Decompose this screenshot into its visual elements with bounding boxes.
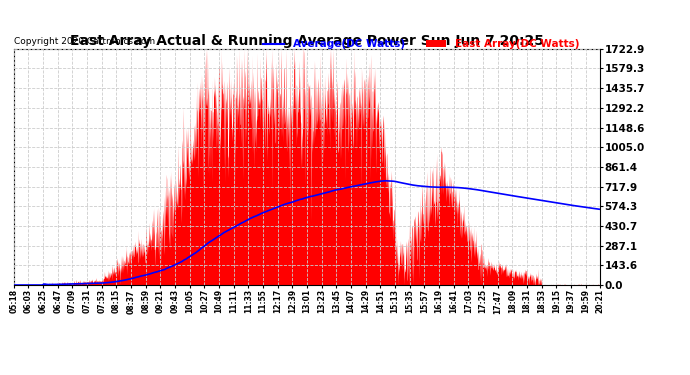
Title: East Array Actual & Running Average Power Sun Jun 7 20:25: East Array Actual & Running Average Powe… (70, 34, 544, 48)
Text: Copyright 2020 Cartronics.com: Copyright 2020 Cartronics.com (14, 38, 155, 46)
Legend: Average(DC Watts), East Array(DC Watts): Average(DC Watts), East Array(DC Watts) (259, 35, 583, 53)
